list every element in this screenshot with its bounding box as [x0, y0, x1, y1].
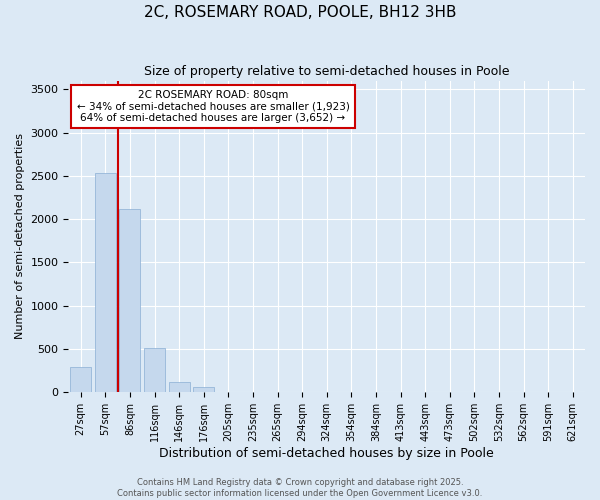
Bar — [144, 348, 165, 393]
Text: 2C ROSEMARY ROAD: 80sqm
← 34% of semi-detached houses are smaller (1,923)
64% of: 2C ROSEMARY ROAD: 80sqm ← 34% of semi-de… — [77, 90, 349, 123]
Bar — [169, 382, 190, 392]
Bar — [95, 173, 116, 392]
Title: Size of property relative to semi-detached houses in Poole: Size of property relative to semi-detach… — [144, 65, 509, 78]
Y-axis label: Number of semi-detached properties: Number of semi-detached properties — [15, 134, 25, 340]
Text: Contains HM Land Registry data © Crown copyright and database right 2025.
Contai: Contains HM Land Registry data © Crown c… — [118, 478, 482, 498]
Bar — [70, 367, 91, 392]
Bar — [119, 208, 140, 392]
Text: 2C, ROSEMARY ROAD, POOLE, BH12 3HB: 2C, ROSEMARY ROAD, POOLE, BH12 3HB — [144, 5, 456, 20]
X-axis label: Distribution of semi-detached houses by size in Poole: Distribution of semi-detached houses by … — [160, 447, 494, 460]
Bar — [193, 387, 214, 392]
